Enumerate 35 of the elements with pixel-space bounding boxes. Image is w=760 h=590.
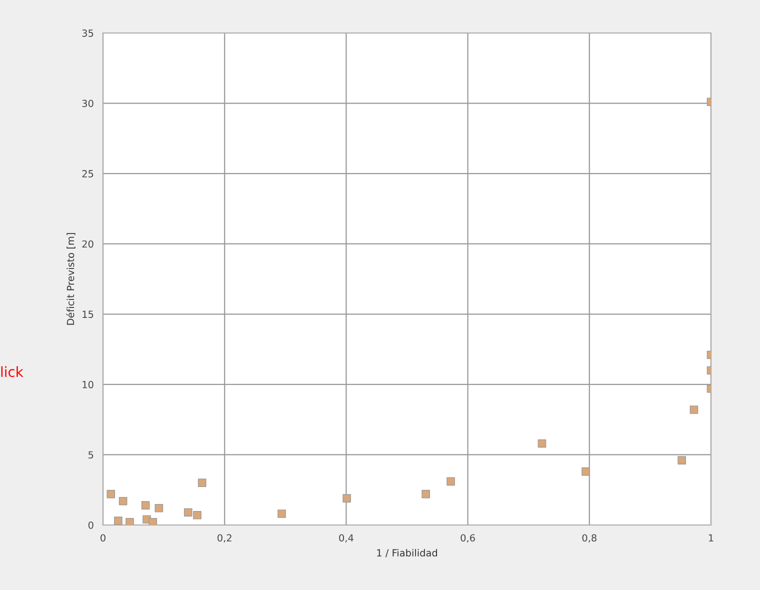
point (184, 508, 192, 516)
point (198, 478, 206, 487)
y-tick-label: 5 (88, 451, 94, 459)
point (678, 456, 686, 464)
y-tick-label: 10 (82, 380, 94, 388)
point (193, 511, 202, 520)
text: lick (1, 366, 24, 378)
y-tick-label: 0 (88, 521, 94, 529)
y-tick-label: 15 (82, 310, 94, 318)
point (126, 518, 134, 525)
y-tick-label: 30 (82, 100, 94, 108)
point (106, 490, 116, 498)
point (342, 494, 351, 502)
x-tick-label: 0,6 (460, 534, 475, 543)
point (538, 439, 546, 448)
x-tick-label: 0,4 (339, 534, 354, 543)
point (118, 496, 128, 506)
point (148, 518, 158, 525)
y-tick-label: 20 (82, 240, 94, 248)
point (446, 477, 455, 486)
point (154, 504, 164, 512)
y-tick-label: 25 (82, 170, 94, 178)
point (422, 490, 430, 498)
x-tick-label: 1 (708, 534, 714, 542)
point (114, 516, 122, 525)
x-tick-label: 0,8 (582, 534, 596, 543)
x-tick-label: 0,2 (218, 534, 232, 543)
y-axis-title: Déficit Previsto [m] (66, 233, 76, 325)
point (690, 406, 698, 414)
x-tick-label: 0 (100, 534, 106, 542)
y-tick-label: 35 (82, 29, 94, 37)
point (141, 501, 150, 510)
point (278, 510, 286, 518)
x-axis-title: 1 / Fiabilidad (377, 548, 437, 558)
point (582, 467, 590, 476)
